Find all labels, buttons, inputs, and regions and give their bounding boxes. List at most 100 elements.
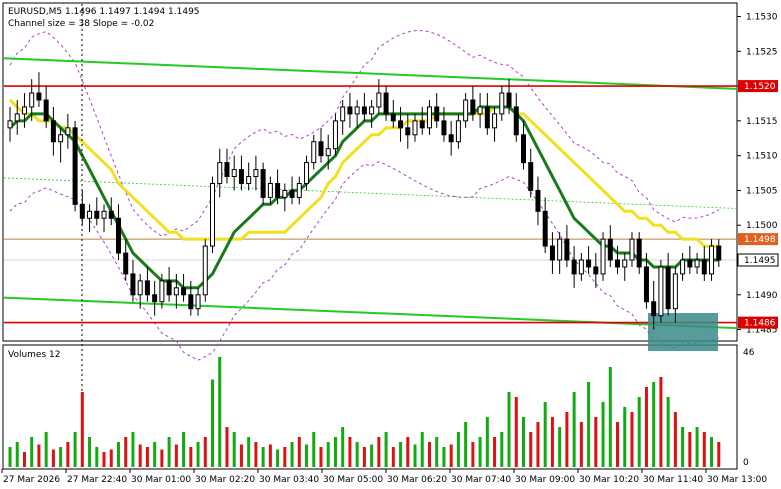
volume-bar — [174, 444, 178, 467]
x-tick-label: 30 Mar 13:00 — [707, 475, 767, 485]
candle-body — [665, 266, 671, 310]
candle-body — [43, 99, 49, 122]
candle-body — [426, 106, 432, 129]
volume-bar — [326, 442, 330, 467]
price-tag-bg — [737, 253, 779, 267]
candle-body — [29, 92, 35, 108]
candle-body — [506, 92, 512, 108]
volume-bar — [131, 432, 135, 467]
volume-bar — [312, 432, 316, 467]
volume-bar — [391, 447, 395, 467]
candle-body — [166, 280, 172, 296]
candle-body — [557, 238, 563, 261]
volume-bar — [521, 417, 525, 467]
candle-body — [260, 169, 266, 198]
x-tick-label: 30 Mar 09:00 — [515, 475, 575, 485]
x-tick-label: 30 Mar 06:20 — [387, 475, 447, 485]
volume-bar — [565, 412, 569, 467]
volume-bar — [377, 437, 381, 467]
candle-body — [376, 92, 382, 108]
volume-bar — [449, 444, 453, 467]
x-tick-label: 30 Mar 10:20 — [579, 475, 639, 485]
candle-body — [455, 120, 461, 143]
x-tick-label: 30 Mar 05:00 — [323, 475, 383, 485]
candle-body — [622, 259, 628, 268]
volume-bar — [59, 447, 63, 467]
channel-upper — [3, 57, 738, 90]
candle-body — [390, 113, 396, 122]
candle-body — [246, 176, 252, 184]
volume-bar — [319, 447, 323, 467]
candle-body — [94, 210, 100, 219]
volume-bar — [225, 427, 229, 467]
candle-body — [492, 113, 498, 129]
volume-bar — [652, 382, 656, 467]
candle-body — [253, 169, 259, 178]
volume-bar — [196, 442, 200, 467]
candle-body — [311, 141, 317, 164]
volume-bar — [550, 417, 554, 467]
volume-bar — [666, 397, 670, 467]
volume-bar — [254, 442, 258, 467]
candle-body — [687, 259, 693, 268]
volume-bar — [283, 447, 287, 467]
candle-body — [477, 106, 483, 115]
volume-bar — [442, 447, 446, 467]
volume-bar — [102, 452, 106, 467]
symbol-header: EURUSD,M5 1.1496 1.1497 1.1494 1.1495 — [8, 7, 200, 17]
x-tick-label: 27 Mar 2026 — [3, 475, 60, 485]
volume-bar — [268, 444, 272, 467]
candle-body — [7, 120, 13, 129]
volume-bar — [247, 437, 251, 467]
price-tag: 1.1486 — [744, 319, 776, 329]
x-tick-label: 30 Mar 01:00 — [131, 475, 191, 485]
volume-bar — [435, 437, 439, 467]
price-tag: 1.1520 — [744, 82, 776, 92]
candle-body — [571, 259, 577, 275]
volume-bar — [182, 432, 186, 467]
volume-bar — [673, 412, 677, 467]
volume-bar — [471, 442, 475, 467]
y-tick-label: 1.1505 — [746, 186, 778, 196]
candle-body — [296, 182, 302, 198]
candle-body — [224, 162, 230, 178]
volume-bar — [80, 392, 84, 467]
volume-bar — [659, 377, 663, 467]
volume-panel-frame — [2, 344, 738, 470]
candle-body — [101, 210, 107, 219]
candle-body — [195, 294, 201, 310]
candle-body — [629, 238, 635, 261]
candle-body — [58, 134, 64, 143]
candle-body — [709, 245, 715, 275]
volume-bar — [464, 422, 468, 467]
candle-body — [72, 127, 78, 205]
volume-bar — [333, 437, 337, 467]
volume-bar — [88, 437, 92, 467]
volume-bar — [587, 382, 591, 467]
volume-bar — [153, 442, 157, 467]
price-tag-bg — [738, 233, 778, 246]
candle-body — [484, 106, 490, 129]
x-tick-label: 30 Mar 02:20 — [195, 475, 255, 485]
volume-bar — [109, 449, 113, 467]
candle-body — [137, 280, 143, 296]
volume-bar — [370, 444, 374, 467]
volume-bar — [290, 442, 294, 467]
volume-bar — [427, 442, 431, 467]
candle-body — [398, 120, 404, 129]
candle-body — [87, 210, 93, 219]
volume-bar — [493, 437, 497, 467]
candles[interactable] — [7, 72, 722, 330]
volume-bar — [507, 392, 511, 467]
candle-body — [181, 287, 187, 296]
x-tick-label: 30 Mar 07:40 — [451, 475, 511, 485]
candle-body — [108, 210, 114, 219]
highlight-box — [648, 313, 718, 351]
candle-body — [369, 106, 375, 115]
candle-body — [658, 266, 664, 317]
candle-body — [470, 99, 476, 115]
volume-bar — [608, 367, 612, 467]
ma-slow-line — [8, 98, 719, 248]
candle-body — [542, 210, 548, 247]
